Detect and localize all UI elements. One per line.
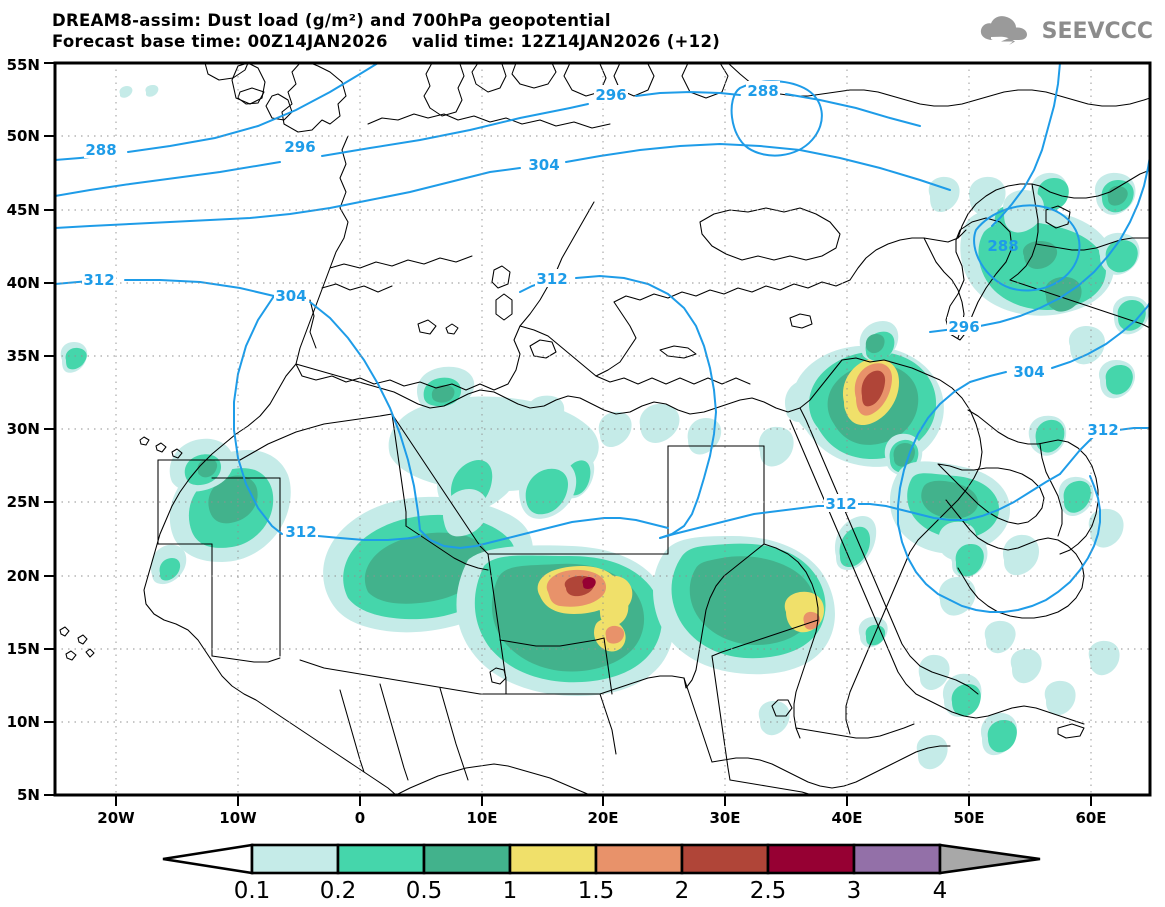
colorbar-segment [594, 843, 684, 875]
colorbar: 0.1 0.2 0.5 1 1.5 2 2.5 3 4 [0, 836, 1165, 907]
x-tick-label: 30E [709, 809, 740, 827]
axis-ticks [44, 62, 1092, 806]
svg-text:288: 288 [987, 237, 1018, 255]
title-line-2: Forecast base time: 00Z14JAN2026 valid t… [52, 32, 721, 51]
colorbar-tick: 2.5 [750, 878, 787, 904]
logo-text: SEEVCCC [1041, 18, 1153, 44]
y-tick-label: 5N [17, 786, 40, 804]
colorbar-tick: 0.1 [234, 878, 271, 904]
colorbar-segment [250, 843, 340, 875]
svg-text:312: 312 [1087, 421, 1118, 439]
colorbar-tick: 1 [503, 878, 518, 904]
contour-label: 296 [947, 317, 981, 336]
seevccc-logo: SEEVCCC [977, 14, 1153, 48]
contour-label: 312 [1086, 420, 1120, 439]
x-tick-label: 20W [97, 809, 135, 827]
contour-label: 288 [84, 140, 118, 159]
geopotential-contours [55, 63, 1150, 613]
x-tick-label: 60E [1075, 809, 1106, 827]
y-tick-label: 30N [7, 420, 40, 438]
colorbar-segments [162, 843, 1041, 875]
x-tick-label: 20E [587, 809, 618, 827]
svg-text:296: 296 [595, 86, 626, 104]
contour-label: 296 [594, 85, 628, 104]
colorbar-svg: 0.1 0.2 0.5 1 1.5 2 2.5 3 4 [162, 843, 1041, 904]
svg-text:288: 288 [85, 141, 116, 159]
colorbar-tick: 3 [847, 878, 862, 904]
contour-label: 312 [824, 494, 858, 513]
svg-text:288: 288 [747, 82, 778, 100]
x-tick-label: 10W [219, 809, 257, 827]
colorbar-segment [508, 843, 598, 875]
colorbar-tick: 0.2 [320, 878, 357, 904]
map-canvas: 288 296 296 288 304 312 304 312 288 296 … [7, 56, 1152, 827]
y-tick-label: 20N [7, 567, 40, 585]
svg-text:296: 296 [948, 318, 979, 336]
grid-lines [55, 63, 1150, 795]
cloud-wind-icon [980, 16, 1027, 45]
contour-label: 312 [284, 522, 318, 541]
colorbar-segment [680, 843, 770, 875]
y-tick-label: 35N [7, 347, 40, 365]
contour-labels: 288 296 296 288 304 312 304 312 288 296 … [82, 81, 1120, 541]
contour-label: 312 [535, 269, 569, 288]
colorbar-tick: 1.5 [578, 878, 615, 904]
x-tick-label: 0 [355, 809, 365, 827]
svg-text:304: 304 [528, 156, 559, 174]
title-block: DREAM8-assim: Dust load (g/m²) and 700hP… [52, 10, 720, 52]
y-tick-label: 55N [7, 56, 40, 74]
x-tick-label: 50E [953, 809, 984, 827]
colorbar-tick: 2 [675, 878, 690, 904]
dust-load-map: 288 296 296 288 304 312 304 312 288 296 … [7, 56, 1152, 827]
colorbar-tick: 0.5 [406, 878, 443, 904]
svg-text:312: 312 [825, 495, 856, 513]
x-tick-label: 10E [466, 809, 497, 827]
y-axis-labels: 5N 10N 15N 20N 25N 30N 35N 40N 45N 50N 5… [7, 56, 40, 804]
y-tick-label: 10N [7, 713, 40, 731]
x-axis-labels: 20W 10W 0 10E 20E 30E 40E 50E 60E [97, 809, 1106, 827]
y-tick-label: 45N [7, 201, 40, 219]
contour-label: 288 [987, 237, 1018, 255]
colorbar-segment [766, 843, 856, 875]
svg-text:296: 296 [284, 138, 315, 156]
contour-label: 296 [283, 137, 317, 156]
colorbar-segment [852, 843, 942, 875]
colorbar-tick-labels: 0.1 0.2 0.5 1 1.5 2 2.5 3 4 [234, 878, 948, 904]
svg-text:312: 312 [536, 270, 567, 288]
y-tick-label: 40N [7, 274, 40, 292]
contour-label: 312 [82, 270, 116, 289]
y-tick-label: 50N [7, 127, 40, 145]
y-tick-label: 15N [7, 640, 40, 658]
contour-label: 304 [274, 286, 308, 305]
svg-text:312: 312 [83, 271, 114, 289]
colorbar-segment [422, 843, 512, 875]
contour-label: 304 [1012, 362, 1046, 381]
svg-text:312: 312 [285, 523, 316, 541]
title-line-1: DREAM8-assim: Dust load (g/m²) and 700hP… [52, 11, 611, 30]
x-tick-label: 40E [831, 809, 862, 827]
y-tick-label: 25N [7, 493, 40, 511]
colorbar-segment [336, 843, 426, 875]
contour-label: 288 [746, 81, 780, 100]
dust-field [55, 63, 1150, 795]
svg-text:304: 304 [275, 287, 306, 305]
contour-label: 304 [527, 155, 561, 174]
svg-text:304: 304 [1013, 363, 1044, 381]
colorbar-tick: 4 [933, 878, 948, 904]
